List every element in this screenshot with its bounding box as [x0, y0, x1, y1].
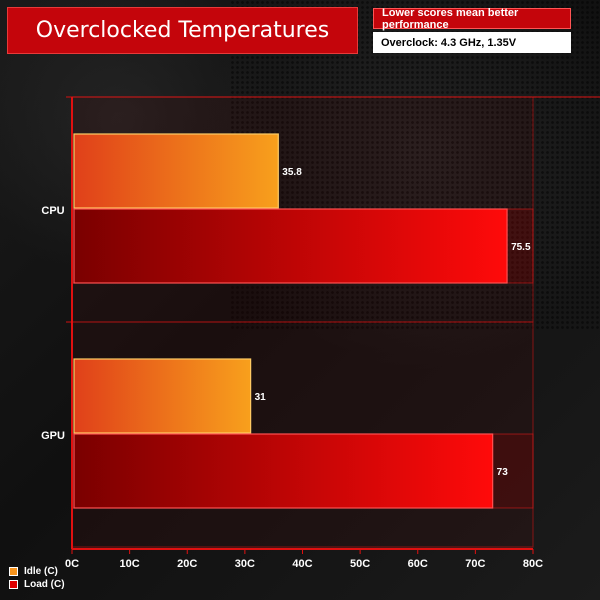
- x-tick-label-2: 20C: [177, 558, 197, 570]
- category-label-gpu: GPU: [41, 430, 65, 442]
- legend-label-idle: Idle (C): [24, 566, 58, 577]
- bar-cpu-idle: [73, 133, 279, 209]
- bar-gpu-load: [73, 433, 494, 509]
- category-label-cpu: CPU: [41, 205, 64, 217]
- data-label-gpu-idle: 31: [255, 392, 267, 403]
- x-tick-label-8: 80C: [523, 558, 543, 570]
- legend-item-idle: Idle (C): [9, 565, 65, 578]
- x-tick-label-4: 40C: [292, 558, 312, 570]
- chart-title: Overclocked Temperatures: [35, 18, 330, 43]
- legend: Idle (C) Load (C): [9, 565, 65, 591]
- x-tick-label-6: 60C: [408, 558, 428, 570]
- x-tick-label-3: 30C: [235, 558, 255, 570]
- bar-gpu-idle: [73, 358, 252, 434]
- legend-item-load: Load (C): [9, 578, 65, 591]
- title-box: Overclocked Temperatures: [7, 7, 358, 54]
- bar-cpu-load: [73, 208, 508, 284]
- data-label-cpu-idle: 35.8: [282, 167, 302, 178]
- note-overclock: Overclock: 4.3 GHz, 1.35V: [373, 32, 571, 53]
- x-tick-label-5: 50C: [350, 558, 370, 570]
- legend-swatch-idle: [9, 567, 18, 576]
- note-lower-better: Lower scores mean better performance: [373, 7, 571, 31]
- x-tick-label-1: 10C: [120, 558, 140, 570]
- data-label-cpu-load: 75.5: [511, 242, 531, 253]
- x-tick-label-7: 70C: [465, 558, 485, 570]
- legend-label-load: Load (C): [24, 579, 65, 590]
- data-label-gpu-load: 73: [497, 467, 509, 478]
- x-tick-label-0: 0C: [65, 558, 79, 570]
- legend-swatch-load: [9, 580, 18, 589]
